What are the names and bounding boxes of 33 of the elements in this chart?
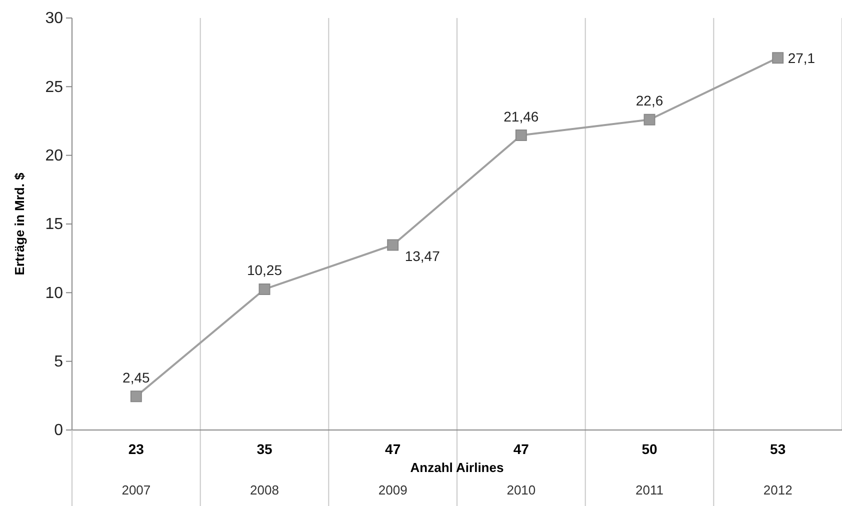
data-label: 22,6 (636, 92, 664, 109)
text: 47 (513, 441, 530, 457)
y-tick-label: 30 (45, 10, 64, 28)
text: 35 (256, 441, 272, 457)
data-label: 27,1 (788, 50, 816, 66)
y-axis-title: Erträge in Mrd. $ (12, 172, 27, 276)
point (515, 130, 527, 142)
point (772, 52, 784, 64)
text: 23 (128, 441, 144, 457)
point (644, 114, 656, 126)
point (258, 283, 270, 295)
y-tick-label: 25 (45, 78, 64, 96)
data-label: 13,47 (404, 248, 440, 264)
x-axis-title: Anzahl Airlines (410, 460, 504, 475)
x-tick-label: 2008 (250, 482, 279, 498)
point (130, 390, 142, 402)
x-tick-label: 2009 (378, 482, 408, 498)
point (387, 239, 399, 251)
data-label: 10,25 (246, 262, 282, 278)
y-tick-label: 20 (45, 147, 64, 164)
y-tick-label: 15 (45, 216, 64, 234)
y-tick-label: 0 (54, 422, 64, 440)
text: 47 (385, 441, 401, 457)
y-tick-label: 10 (45, 284, 64, 302)
x-tick-label: 2010 (506, 482, 536, 498)
x-tick-label: 2011 (636, 482, 664, 498)
y-tick-label: 5 (54, 353, 64, 370)
data-label: 21,46 (504, 108, 539, 124)
x-tick-label: 2012 (763, 482, 792, 498)
x-tick-label: 2007 (122, 482, 151, 498)
data-label: 2,45 (122, 369, 150, 386)
text: 53 (770, 441, 786, 457)
text: 50 (642, 441, 658, 457)
